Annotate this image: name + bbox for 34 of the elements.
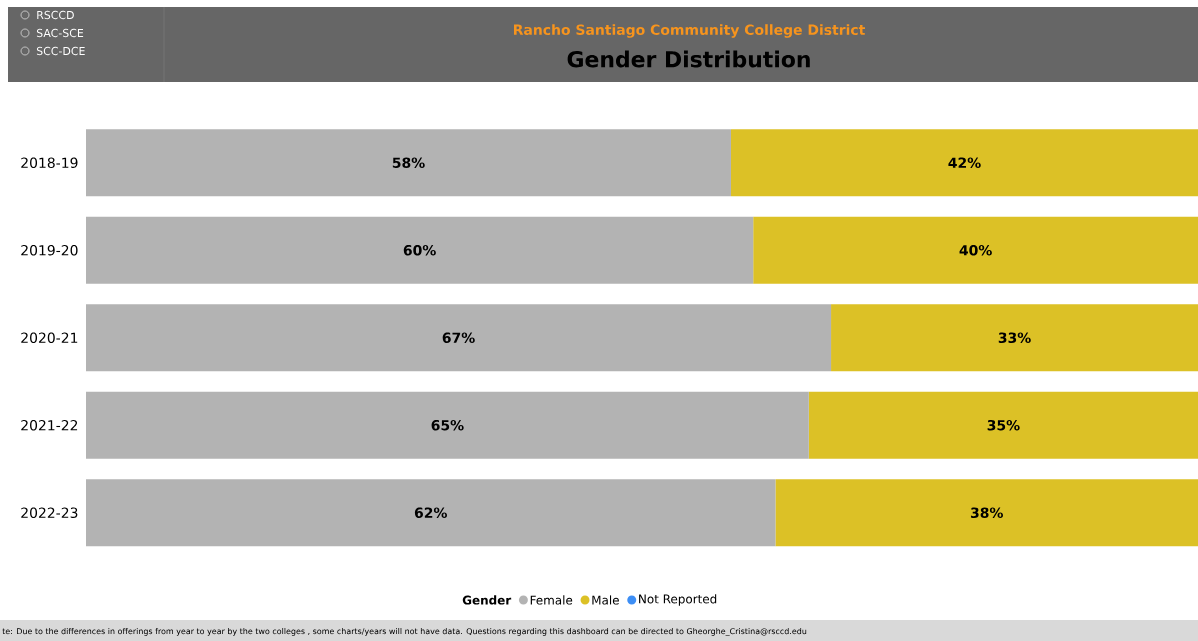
legend-label: Male	[592, 595, 619, 605]
data-label: 60%	[403, 244, 436, 256]
bar	[730, 129, 1198, 197]
data-label: 35%	[987, 419, 1020, 431]
y-tick-label: 2022-23	[21, 507, 78, 519]
legend-title: Gender	[462, 595, 512, 605]
data-label: 58%	[392, 157, 425, 169]
bar	[86, 304, 832, 372]
bar	[86, 479, 776, 547]
text: SAC-SCE	[36, 28, 84, 38]
y-tick-label: 2019-20	[21, 244, 78, 256]
y-tick-label: 2020-21	[21, 332, 78, 344]
text: RSCCD	[37, 10, 74, 20]
y-tick-label: 2018-19	[21, 157, 78, 169]
bar	[753, 216, 1198, 284]
text: SCC-DCE	[36, 46, 85, 56]
chart-subtitle: Gender Distribution	[567, 50, 810, 68]
bar	[86, 391, 809, 459]
data-label: 67%	[442, 332, 475, 344]
legend-label: Not Reported	[639, 594, 717, 606]
bar	[808, 391, 1198, 459]
chart-title: Rancho Santiago Community College District	[513, 24, 865, 38]
y-tick-label: 2021-22	[21, 419, 78, 431]
bar	[86, 129, 731, 197]
data-label: 65%	[431, 419, 464, 431]
legend-label: Female	[530, 595, 573, 605]
data-label: 42%	[948, 157, 981, 169]
data-label: 62%	[414, 507, 447, 519]
data-label: 33%	[998, 332, 1031, 344]
data-label: 38%	[970, 507, 1003, 519]
bar	[86, 216, 754, 284]
bar	[775, 479, 1198, 547]
bar	[831, 304, 1198, 372]
data-label: 40%	[959, 244, 992, 256]
